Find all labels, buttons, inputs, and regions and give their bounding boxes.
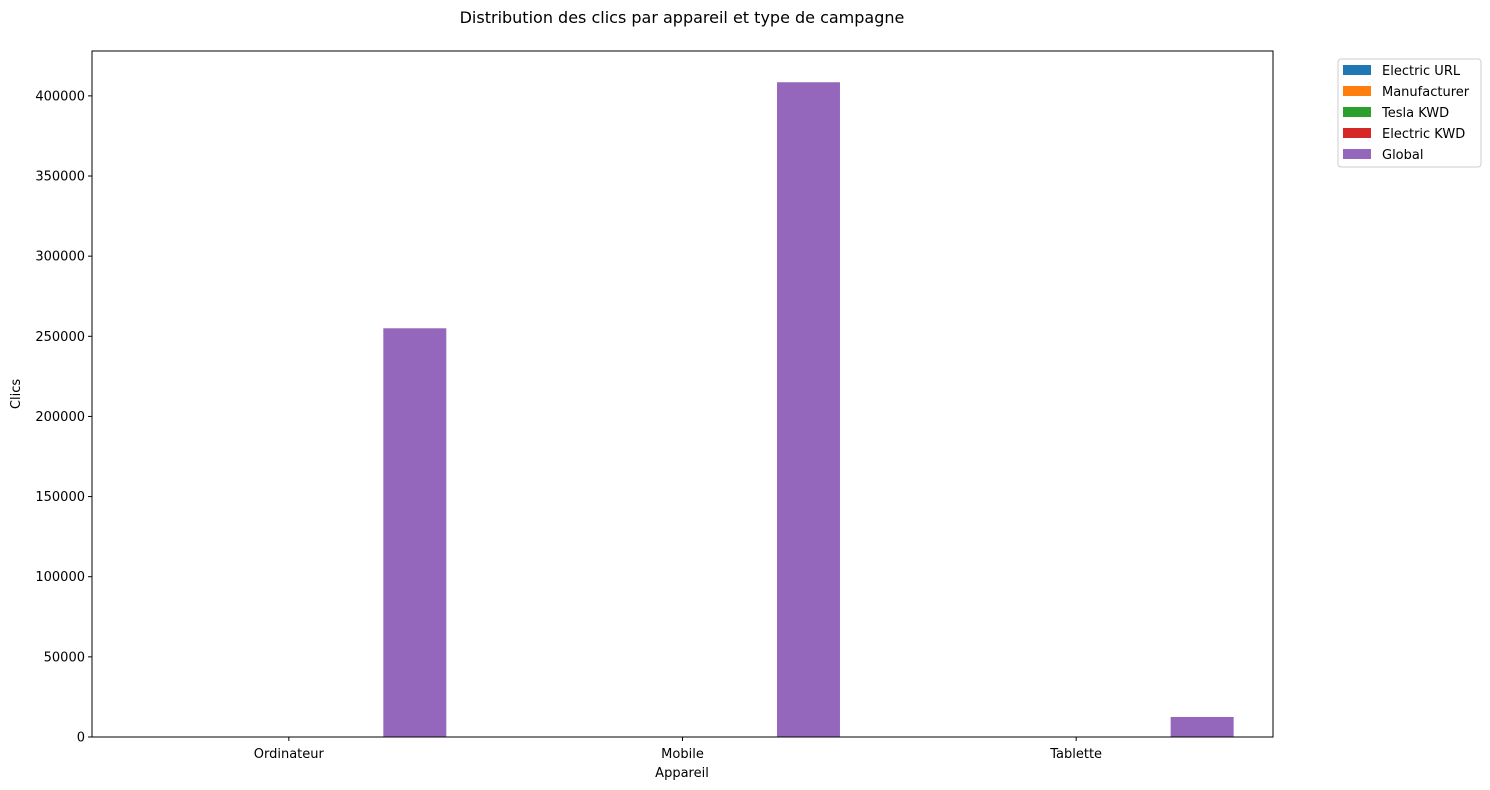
legend-swatch [1343, 128, 1371, 138]
y-tick-label: 350000 [35, 170, 85, 185]
bars-layer [383, 82, 1234, 737]
x-axis: Ordinateur Mobile Tablette [254, 737, 1102, 762]
y-tick-label: 100000 [35, 570, 85, 585]
y-tick-label: 150000 [35, 490, 85, 505]
legend: Electric URL Manufacturer Tesla KWD Electri… [1337, 58, 1482, 168]
legend-label: Electric KWD [1382, 127, 1465, 142]
y-tick-label: 200000 [35, 410, 85, 425]
y-tick-label: 50000 [44, 650, 85, 665]
legend-frame [1337, 58, 1482, 168]
y-tick-label: 300000 [35, 250, 85, 265]
legend-swatch [1343, 149, 1371, 159]
y-tick-label: 0 [77, 731, 85, 746]
y-tick-label: 250000 [35, 330, 85, 345]
x-axis-label: Appareil [655, 766, 709, 781]
chart-title: Distribution des clics par appareil et t… [460, 8, 905, 27]
y-axis: 0 50000 100000 150000 200000 250000 300000 3500… [35, 89, 92, 746]
legend-label: Electric URL [1382, 64, 1461, 79]
x-tick-label: Mobile [661, 747, 704, 762]
legend-label: Tesla KWD [1381, 106, 1449, 121]
bar [383, 328, 447, 737]
legend-label: Manufacturer [1382, 85, 1470, 100]
legend-swatch [1343, 65, 1371, 75]
y-axis-label: Clics [9, 379, 24, 409]
x-tick-label: Ordinateur [254, 747, 325, 762]
legend-swatch [1343, 86, 1371, 96]
legend-swatch [1343, 107, 1371, 117]
bar [1170, 716, 1234, 737]
plot-frame [91, 50, 1274, 738]
y-tick-label: 400000 [35, 89, 85, 104]
x-tick-label: Tablette [1049, 747, 1102, 762]
legend-label: Global [1382, 148, 1423, 163]
bar [776, 82, 840, 737]
